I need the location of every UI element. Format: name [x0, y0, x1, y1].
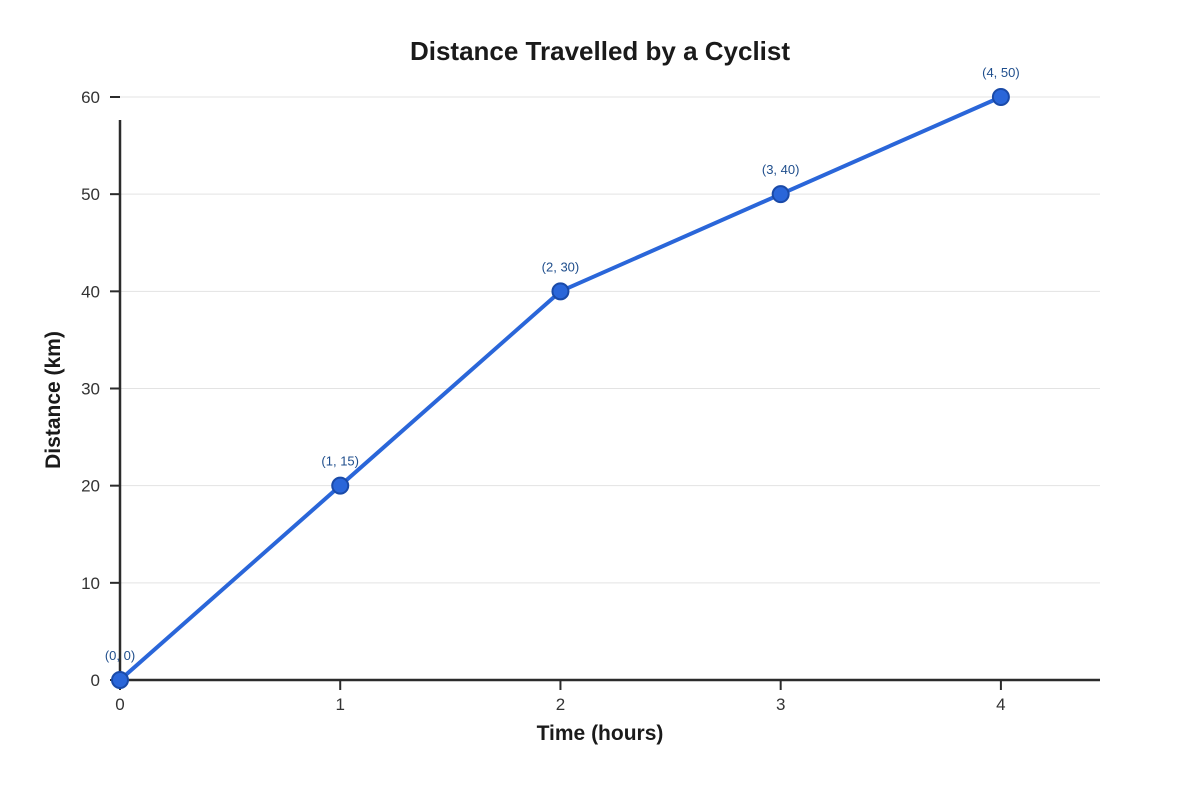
data-label: (4, 50)	[982, 65, 1020, 80]
x-tick-label: 4	[996, 695, 1005, 714]
x-tick-label: 3	[776, 695, 785, 714]
y-tick-label: 0	[91, 671, 100, 690]
data-point	[991, 88, 1010, 106]
y-tick-label: 60	[81, 88, 100, 107]
y-tick-label: 30	[81, 380, 100, 399]
x-tick-label: 2	[556, 695, 565, 714]
x-axis-label: Time (hours)	[537, 722, 664, 745]
data-label: (0, 0)	[105, 648, 135, 663]
data-point	[771, 185, 790, 204]
x-tick-label: 1	[335, 695, 344, 714]
y-tick-label: 10	[81, 574, 100, 593]
data-point	[551, 282, 570, 301]
series: (0, 0) (1, 15) (2, 30) (3, 40) (4, 50)	[105, 65, 1020, 689]
tick-labels: 0 10 20 30 40 50 60 0 1 2 3 4	[81, 88, 1006, 714]
data-label: (3, 40)	[762, 162, 800, 177]
data-point	[331, 476, 350, 495]
data-label: (2, 30)	[542, 259, 580, 274]
y-axis-label: Distance (km)	[42, 331, 65, 469]
y-tick-label: 50	[81, 185, 100, 204]
x-tick-label: 0	[115, 695, 124, 714]
y-tick-label: 40	[81, 282, 100, 301]
data-point	[111, 671, 129, 689]
data-label: (1, 15)	[321, 454, 359, 469]
y-tick-label: 20	[81, 477, 100, 496]
grid-lines	[120, 96, 1100, 584]
axes	[118, 120, 1100, 682]
chart-title: Distance Travelled by a Cyclist	[410, 36, 790, 66]
